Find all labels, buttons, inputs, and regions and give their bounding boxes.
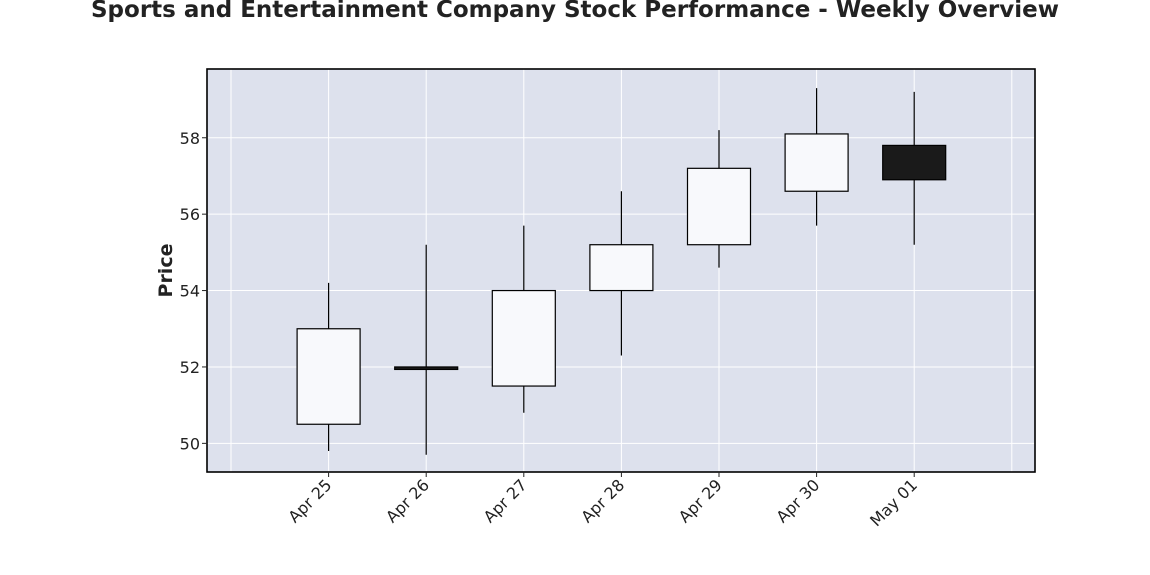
x-tick-label: Apr 30 — [772, 475, 823, 526]
x-tick-label: May 01 — [866, 475, 921, 530]
candle — [784, 88, 849, 226]
y-axis-label: Price — [155, 244, 177, 298]
candle — [686, 130, 752, 268]
candle-body — [882, 144, 947, 181]
y-axis-ticks: 50 52 54 56 58 — [180, 129, 207, 453]
candle — [882, 91, 947, 245]
chart-title: Sports and Entertainment Company Stock P… — [90, 0, 1059, 23]
x-axis-ticks: Apr 25 Apr 26 Apr 27 Apr 28 Apr 29 Apr 30 May … — [284, 472, 921, 530]
x-tick-label: Apr 29 — [675, 475, 726, 526]
candle-body — [589, 244, 654, 292]
candle — [589, 191, 654, 356]
x-tick-label: Apr 28 — [577, 475, 628, 526]
candle — [491, 225, 556, 413]
grid-lines — [207, 69, 1035, 472]
x-tick-label: Apr 27 — [480, 475, 531, 526]
y-tick-label: 54 — [180, 282, 200, 301]
candle — [296, 282, 361, 451]
y-tick-label: 58 — [180, 129, 200, 148]
y-tick-label: 56 — [180, 205, 200, 224]
candle-body — [686, 167, 752, 246]
x-tick-label: Apr 25 — [284, 475, 335, 526]
candles — [296, 88, 947, 455]
candle-body — [784, 133, 849, 192]
candle-body — [394, 366, 459, 371]
candle-body — [296, 328, 361, 425]
y-tick-label: 50 — [180, 434, 200, 453]
candle — [394, 244, 459, 455]
x-tick-label: Apr 26 — [382, 475, 433, 526]
candle-body — [491, 289, 556, 387]
y-tick-label: 52 — [180, 358, 200, 377]
